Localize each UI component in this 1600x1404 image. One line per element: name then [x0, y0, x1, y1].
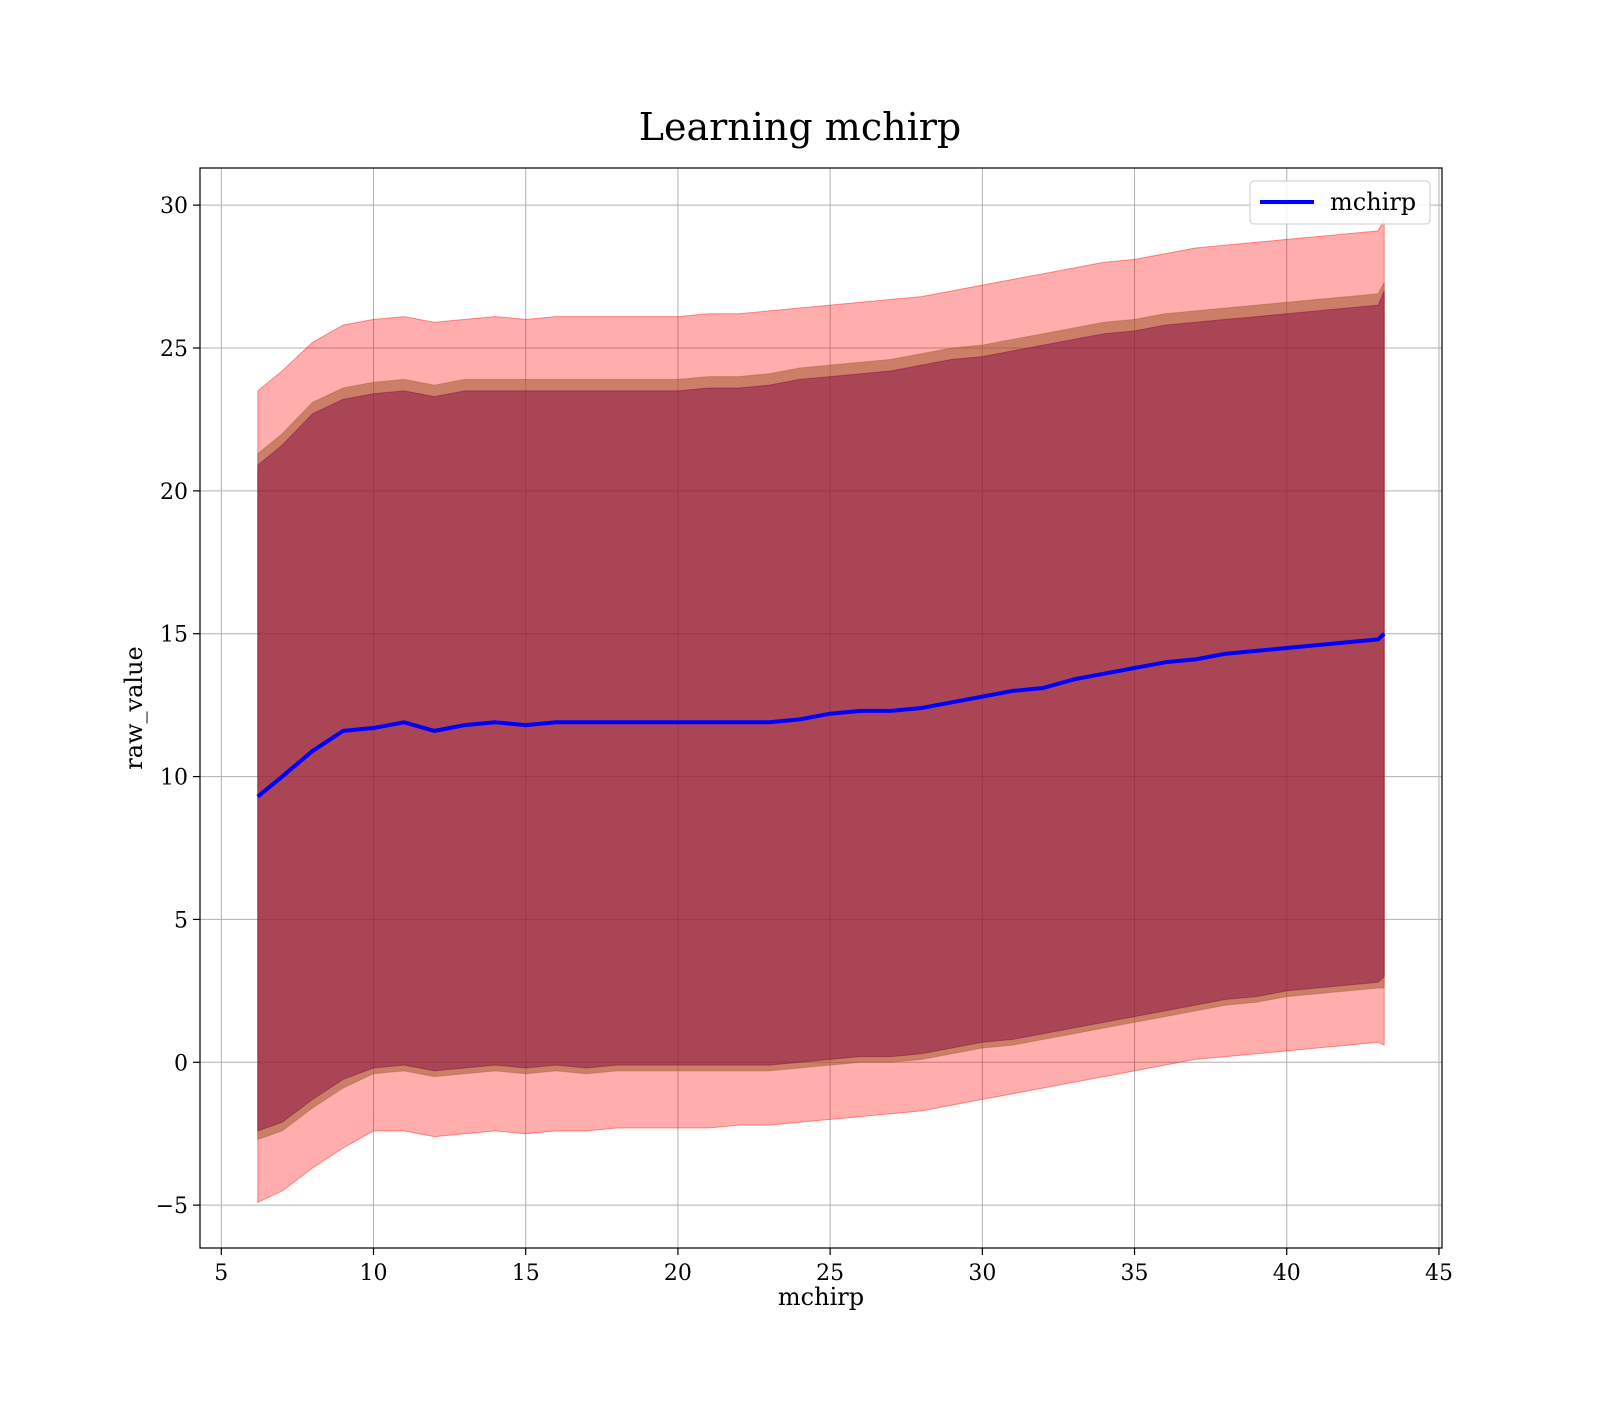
y-tick-label: 10	[160, 766, 188, 791]
inner-band-area	[257, 290, 1385, 1132]
y-tick-label: 0	[174, 1051, 188, 1076]
y-tick-label: 5	[174, 908, 188, 933]
x-tick-label: 20	[664, 1261, 692, 1286]
x-tick-label: 35	[1121, 1261, 1149, 1286]
middle-band-area	[257, 282, 1385, 1141]
series-line-mchirp	[256, 632, 1386, 799]
x-axis-ticks: 5 10 15 20 25 30 35 40 45	[214, 1248, 1453, 1286]
legend-label-mchirp: mchirp	[1330, 188, 1416, 216]
x-tick-label: 25	[816, 1261, 844, 1286]
y-axis-ticks: −5 0 5 10 15 20 25 30	[156, 194, 200, 1219]
plot-area-frame	[199, 167, 1443, 1249]
x-tick-label: 30	[968, 1261, 996, 1286]
legend-box	[1249, 180, 1431, 225]
y-tick-label: −5	[156, 1194, 188, 1219]
y-axis-label: raw_value	[120, 646, 148, 770]
y-tick-label: 25	[160, 337, 188, 362]
x-tick-label: 10	[360, 1261, 388, 1286]
x-tick-label: 15	[512, 1261, 540, 1286]
y-tick-label: 30	[160, 194, 188, 219]
x-tick-label: 5	[214, 1261, 228, 1286]
y-tick-label: 20	[160, 480, 188, 505]
x-tick-label: 40	[1273, 1261, 1301, 1286]
y-tick-label: 15	[160, 623, 188, 648]
chart-title: Learning mchirp	[639, 105, 961, 149]
legend: mchirp	[1249, 180, 1431, 225]
x-tick-label: 45	[1425, 1261, 1453, 1286]
confidence-bands	[257, 219, 1385, 1204]
series-lines	[256, 632, 1386, 799]
x-axis-label: mchirp	[778, 1283, 864, 1311]
